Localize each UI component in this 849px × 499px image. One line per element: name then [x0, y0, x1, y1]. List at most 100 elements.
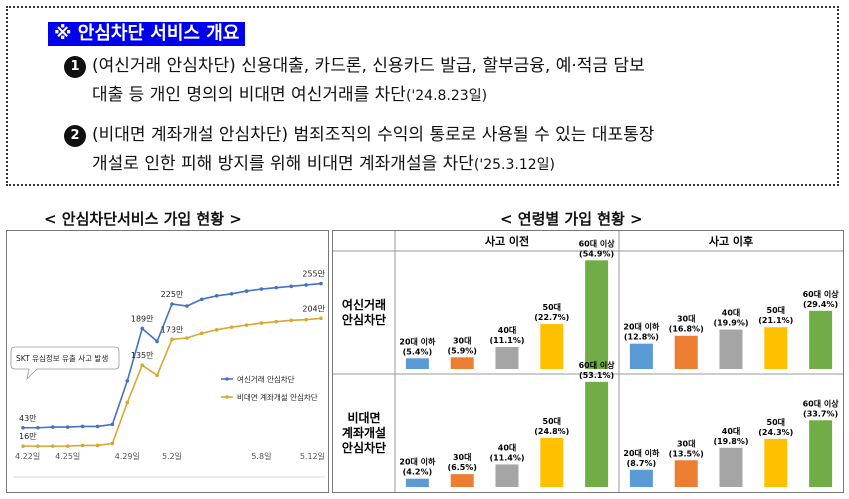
series-1-point — [304, 283, 308, 287]
bar-chart-panel: 사고 이전 사고 이후 여신거래 안심차단 비대면 계좌개설 안심차단 20대 이하 (5.4%… — [332, 230, 844, 493]
x-tick-label: 5.8일 — [251, 452, 271, 461]
point-label: 204만 — [302, 304, 325, 313]
series-1-point — [319, 281, 323, 286]
bar — [674, 460, 698, 487]
bar-category-label: 40대 — [722, 426, 741, 436]
bar-category-label: 40대 — [498, 325, 517, 335]
bar-category-label: 60대 이상 — [803, 398, 840, 408]
series-1-point — [259, 287, 264, 291]
series-2-point — [244, 323, 249, 327]
overview-item-1-line2: 대출 등 개인 명의의 비대면 여신거래를 차단 — [92, 85, 406, 105]
bar-category-label: 30대 — [453, 452, 472, 462]
overview-item-1-date: ('24.8.23일) — [405, 88, 488, 104]
bar — [450, 474, 474, 487]
legend-marker-1 — [225, 377, 229, 381]
bar-value-label: (53.1%) — [579, 371, 614, 380]
overview-title: ※ 안심차단 서비스 개요 — [48, 22, 246, 46]
bar-value-label: (24.8%) — [534, 427, 569, 436]
column-header: 사고 이후 — [709, 234, 753, 248]
bar — [674, 335, 698, 369]
number-one-icon: 1 — [64, 56, 86, 78]
bar-value-label: (19.9%) — [713, 319, 748, 328]
series-1-point — [21, 425, 25, 430]
series-1-point — [200, 297, 204, 302]
number-two-icon: 2 — [64, 125, 86, 147]
bar-value-label: (5.4%) — [403, 347, 433, 356]
series-2-point — [140, 363, 144, 367]
bar-category-label: 60대 이상 — [579, 238, 616, 248]
bar-value-label: (19.8%) — [713, 437, 748, 446]
bar — [540, 324, 564, 369]
point-label: 135만 — [131, 351, 154, 360]
bar — [450, 357, 474, 369]
bar-value-label: (11.1%) — [489, 336, 524, 345]
x-tick-label: 5.12일 — [300, 452, 325, 461]
series-1-point — [214, 294, 219, 298]
bar-category-label: 50대 — [543, 416, 562, 426]
bar-category-label: 30대 — [677, 438, 696, 448]
left-section-title: < 안심차단서비스 가입 현황 > — [44, 210, 242, 228]
series-1-point — [244, 289, 249, 293]
row-header: 비대면 — [347, 410, 380, 425]
bar — [585, 381, 609, 487]
bar-value-label: (6.5%) — [447, 463, 477, 472]
legend-label-2: 비대면 계좌개설 안심차단 — [237, 392, 318, 402]
bar-category-label: 50대 — [767, 305, 786, 315]
series-1-point — [110, 422, 115, 427]
column-header: 사고 이전 — [485, 234, 529, 248]
series-2-point — [170, 337, 174, 342]
bar-value-label: (13.5%) — [669, 449, 704, 458]
overview-box: ※ 안심차단 서비스 개요 1 (여신거래 안심차단) 신용대출, 카드론, 신용… — [6, 6, 839, 186]
bar — [495, 347, 519, 369]
series-2-point — [155, 373, 159, 378]
series-1-point — [125, 379, 130, 383]
bar — [629, 469, 653, 487]
overview-item-2: 2 (비대면 계좌개설 안심차단) 범죄조직의 수익의 통로로 사용될 수 있는 … — [64, 121, 844, 180]
series-1-point — [36, 425, 40, 430]
bar-value-label: (5.9%) — [447, 346, 477, 355]
bar-category-label: 40대 — [722, 308, 741, 318]
bar-category-label: 30대 — [453, 335, 472, 345]
x-tick-label: 4.25일 — [55, 452, 80, 461]
series-2-point — [319, 316, 323, 321]
series-2-point — [289, 318, 294, 323]
point-label: 43만 — [19, 414, 37, 423]
bar — [495, 464, 519, 487]
bar — [764, 438, 788, 487]
bar — [719, 329, 743, 369]
series-2-point — [304, 317, 308, 322]
series-1-point — [155, 339, 159, 344]
legend-marker-2 — [225, 395, 229, 399]
bar-category-label: 20대 이하 — [399, 457, 436, 467]
series-2-point — [259, 321, 264, 325]
bar-value-label: (8.7%) — [627, 459, 657, 468]
legend-label-1: 여신거래 안심차단 — [237, 374, 295, 384]
bar-value-label: (22.7%) — [534, 313, 569, 322]
series-2-point — [21, 444, 25, 448]
bar-value-label: (16.8%) — [669, 325, 704, 334]
series-2-point — [51, 444, 55, 448]
bar-category-label: 20대 이하 — [623, 322, 660, 332]
row-header: 안심차단 — [342, 440, 386, 455]
x-tick-label: 4.29일 — [115, 452, 140, 461]
bar-value-label: (11.4%) — [489, 453, 524, 462]
bar-value-label: (24.3%) — [758, 428, 793, 437]
series-1-point — [80, 424, 85, 429]
bar — [764, 327, 788, 369]
bar — [405, 478, 429, 487]
x-tick-label: 4.22일 — [15, 452, 40, 461]
row-header: 여신거래 — [342, 297, 386, 312]
series-2-point — [185, 336, 189, 340]
bar-value-label: (21.1%) — [758, 316, 793, 325]
bar-value-label: (54.9%) — [579, 249, 614, 258]
overview-item-2-line2: 개설로 인한 피해 방지를 위해 비대면 계좌개설을 차단 — [92, 154, 474, 174]
series-2-point — [65, 444, 70, 448]
bar-category-label: 60대 이상 — [803, 289, 840, 299]
point-label: 225만 — [161, 290, 184, 299]
series-1-point — [229, 292, 234, 296]
row-header: 계좌개설 — [342, 425, 386, 440]
point-label: 16만 — [19, 432, 37, 441]
series-1-point — [140, 326, 144, 331]
overview-item-2-date: ('25.3.12일) — [473, 157, 555, 173]
